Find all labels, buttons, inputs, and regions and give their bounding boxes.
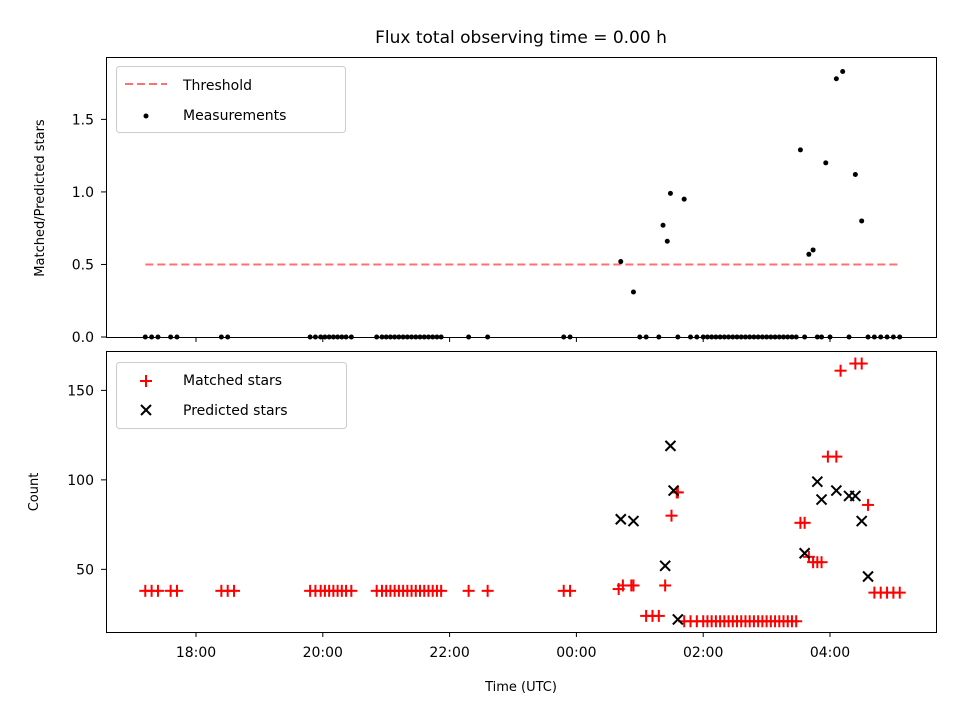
measurement-point xyxy=(859,218,865,224)
measurement-point xyxy=(823,160,829,166)
predicted-point xyxy=(815,493,828,506)
count-y-tick-label: 100 xyxy=(67,473,94,489)
count-y-tick-label: 150 xyxy=(67,383,94,399)
measurement-point xyxy=(852,172,858,178)
threshold-legend-label: Threshold xyxy=(182,78,252,94)
predicted-points xyxy=(615,440,874,626)
predicted-point xyxy=(667,484,680,497)
matched-points xyxy=(139,357,906,628)
matched-point xyxy=(435,584,448,597)
count-legend: Matched stars Predicted stars xyxy=(116,362,347,429)
measurement-point xyxy=(810,247,816,253)
measurement-point xyxy=(664,238,670,244)
matched-point xyxy=(462,584,475,597)
count-y-axis: 50 100 150 xyxy=(67,383,106,578)
predicted-point xyxy=(830,484,843,497)
count-x-axis-label: Time (UTC) xyxy=(484,680,557,695)
predicted-point xyxy=(798,547,811,559)
count-plot-frame xyxy=(106,351,937,633)
predicted-point xyxy=(627,515,640,527)
ratio-plot-frame xyxy=(106,57,937,338)
count-legend-box xyxy=(116,362,347,429)
matched-legend-icon xyxy=(140,375,152,387)
measurement-point xyxy=(797,147,803,153)
count-x-tick-label: 04:00 xyxy=(810,645,850,661)
matched-point xyxy=(659,579,672,592)
matched-point xyxy=(815,556,828,569)
count-y-tick-label: 50 xyxy=(76,562,94,578)
ratio-y-tick-label: 0.5 xyxy=(72,257,94,273)
count-x-tick-label: 00:00 xyxy=(556,645,596,661)
predicted-point xyxy=(862,570,874,583)
matched-point xyxy=(798,516,811,529)
measurement-point xyxy=(833,76,839,82)
predicted-point xyxy=(855,515,868,527)
predicted-point xyxy=(615,513,627,525)
measurements-legend-icon xyxy=(143,113,149,119)
matched-legend-label: Matched stars xyxy=(183,373,282,389)
matched-point xyxy=(862,498,875,511)
ratio-legend: Threshold Measurements xyxy=(116,66,346,133)
ratio-y-axis: 0.0 0.5 1.0 1.5 xyxy=(72,112,106,346)
chart-title: Flux total observing time = 0.00 h xyxy=(375,28,667,48)
matched-point xyxy=(855,357,868,370)
count-x-tick-label: 18:00 xyxy=(176,645,216,661)
matched-point xyxy=(652,609,665,622)
ratio-y-tick-label: 0.0 xyxy=(72,330,94,346)
measurement-point xyxy=(681,196,687,202)
count-y-axis-label: Count xyxy=(27,473,42,512)
matched-point xyxy=(671,486,684,499)
ratio-y-axis-label: Matched/Predicted stars xyxy=(33,119,48,277)
predicted-legend-label: Predicted stars xyxy=(183,403,288,419)
measurement-point xyxy=(840,69,846,75)
count-x-tick-label: 22:00 xyxy=(429,645,469,661)
measurement-point xyxy=(667,190,673,196)
ratio-panel: Flux total observing time = 0.00 h 0.00.… xyxy=(33,28,937,346)
predicted-legend-icon xyxy=(140,404,152,416)
matched-point xyxy=(345,584,358,597)
ratio-y-tick-label: 1.0 xyxy=(72,185,94,201)
matched-point xyxy=(665,509,678,522)
matched-point xyxy=(893,586,906,599)
matched-point xyxy=(830,450,843,463)
count-x-axis: 18:00 20:00 22:00 00:00 02:00 04:00 xyxy=(176,632,850,661)
measurements-legend-label: Measurements xyxy=(183,108,286,124)
matched-point xyxy=(564,584,577,597)
ratio-y-tick-label: 1.5 xyxy=(72,112,94,128)
matched-point xyxy=(627,579,640,592)
matched-point xyxy=(481,584,494,597)
predicted-point xyxy=(664,440,677,452)
matched-point xyxy=(170,584,183,597)
count-x-tick-label: 02:00 xyxy=(683,645,723,661)
measurement-point xyxy=(618,259,624,265)
predicted-point xyxy=(672,613,684,626)
matched-point xyxy=(151,584,164,597)
count-x-tick-label: 20:00 xyxy=(303,645,343,661)
measurement-point xyxy=(660,222,666,228)
predicted-point xyxy=(849,490,862,502)
matched-point xyxy=(790,615,803,628)
ratio-legend-box xyxy=(116,66,346,133)
count-panel: 50 100 150 Count 18:00 20:00 22:00 00:00 02:00… xyxy=(27,351,937,695)
predicted-point xyxy=(659,560,671,572)
matched-point xyxy=(228,584,241,597)
predicted-point xyxy=(811,475,824,488)
measurement-point xyxy=(630,289,636,295)
matched-point xyxy=(834,364,847,377)
measurement-point xyxy=(806,251,812,257)
